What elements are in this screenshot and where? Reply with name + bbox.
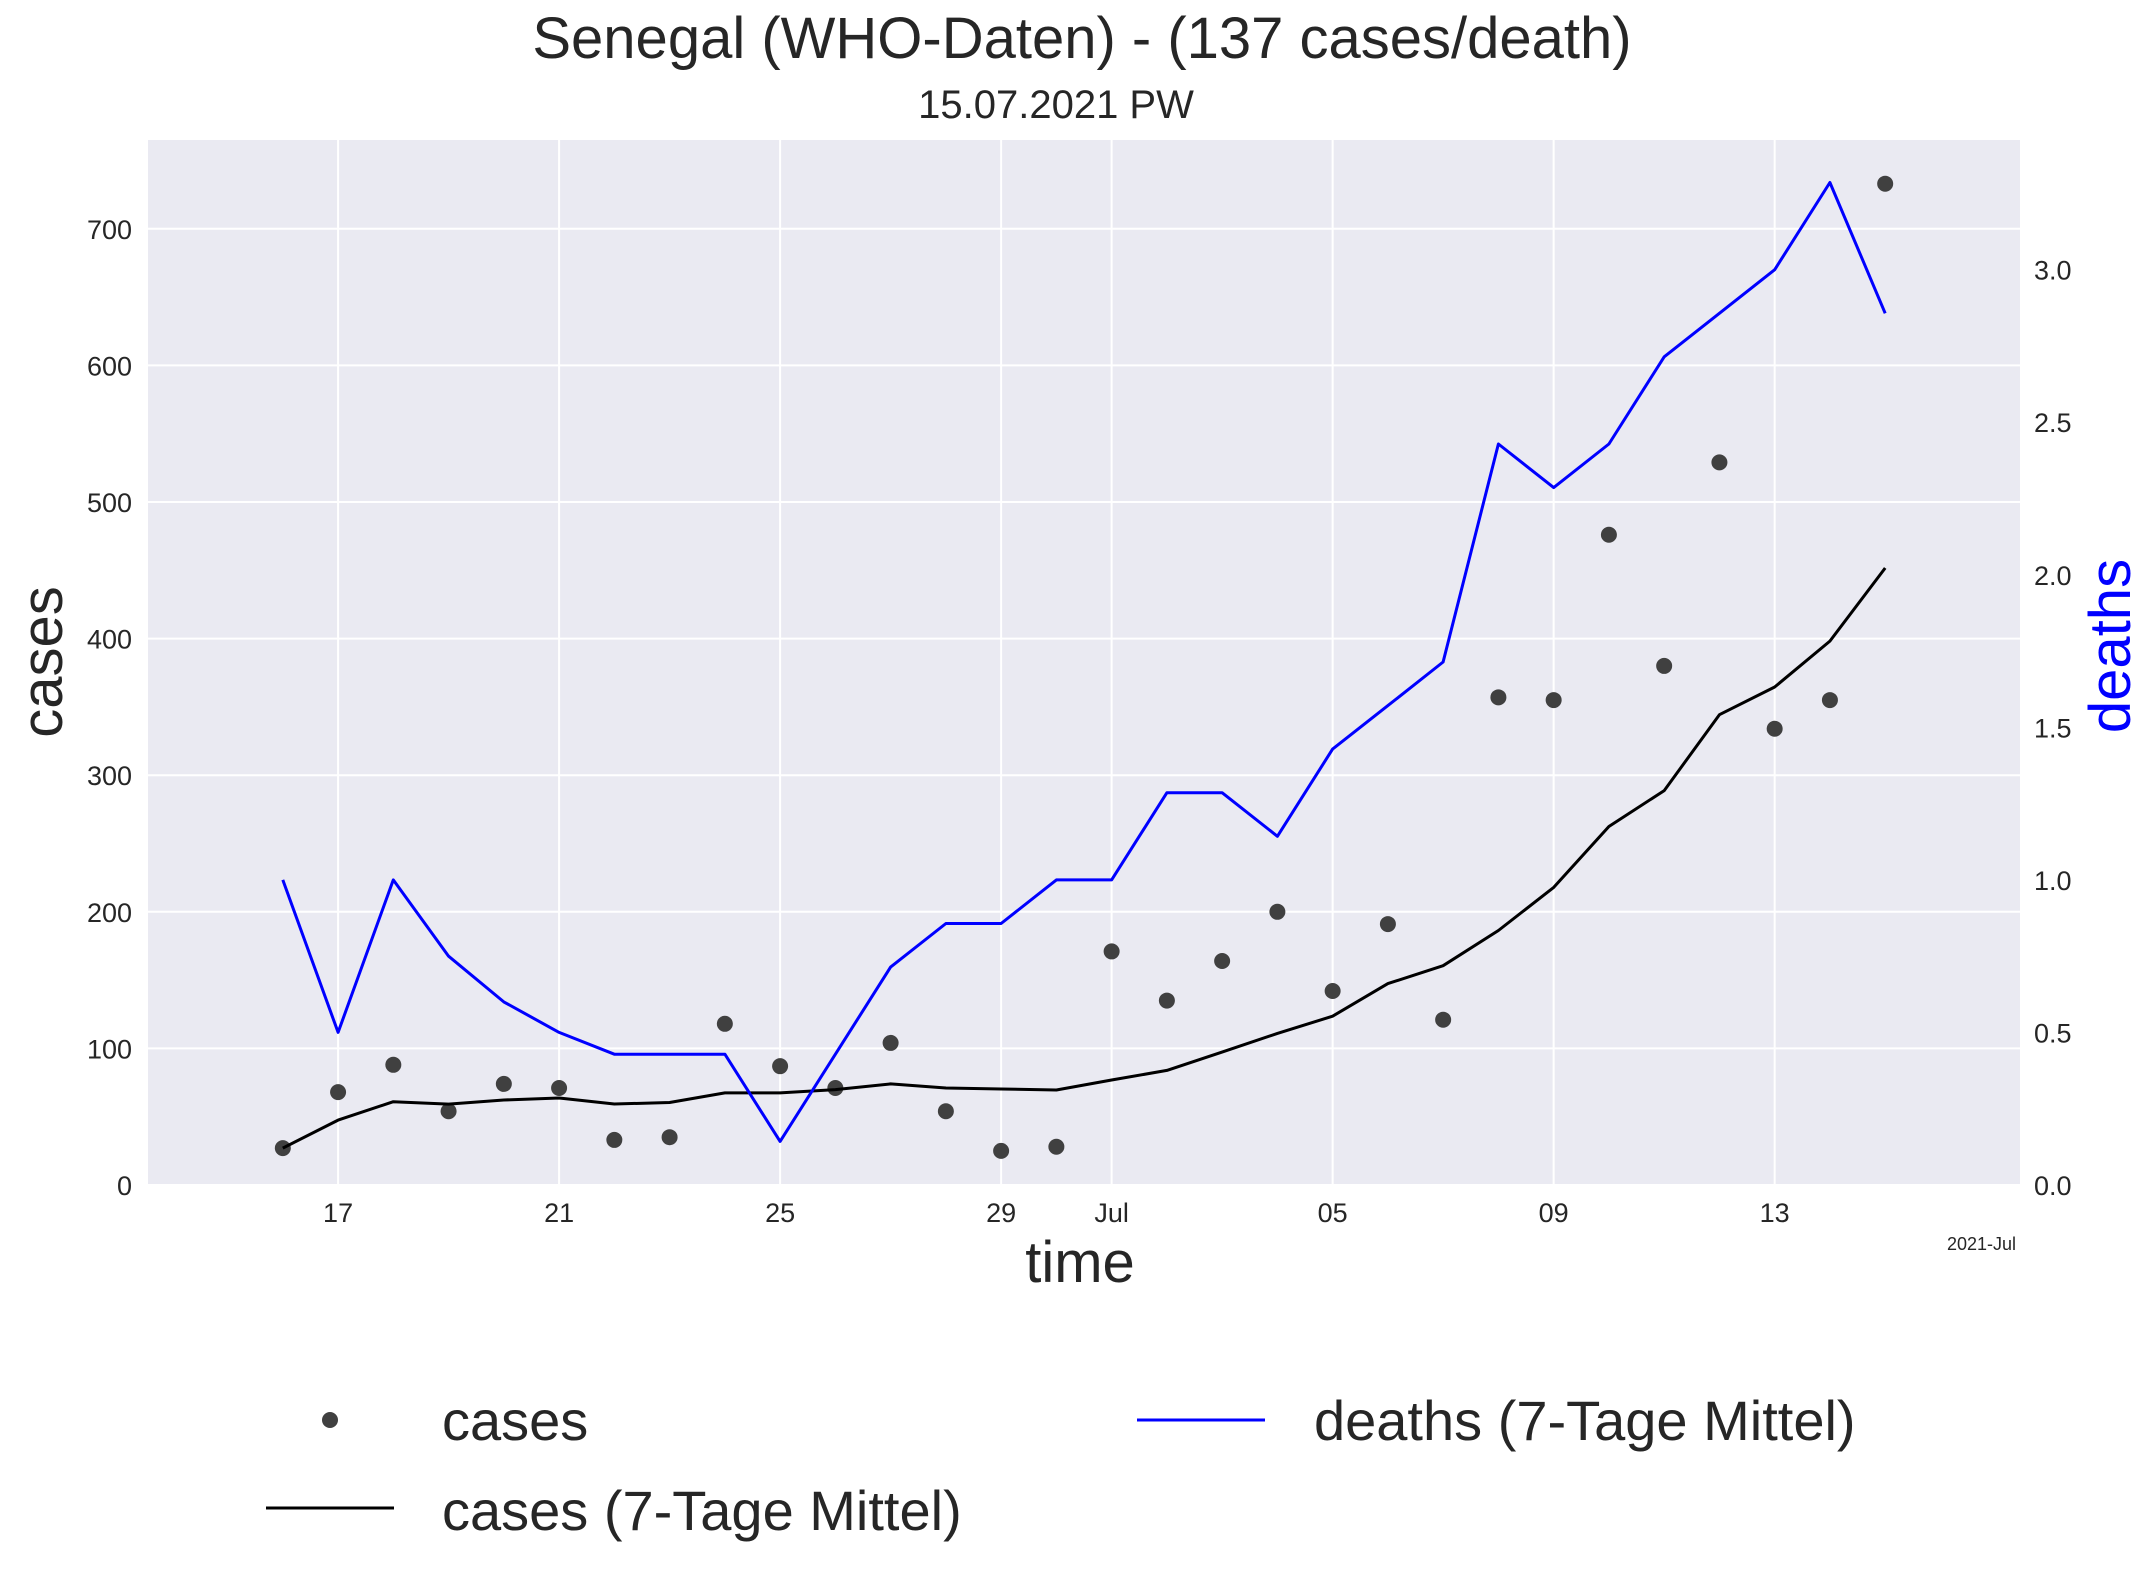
point-cases xyxy=(330,1084,347,1101)
point-cases xyxy=(1490,689,1507,706)
point-cases xyxy=(1048,1138,1065,1155)
point-cases xyxy=(1158,992,1175,1009)
y-tick-label-left: 700 xyxy=(87,215,132,245)
y-axis-label-left: cases xyxy=(10,586,75,738)
y-tick-label-right: 1.0 xyxy=(2034,866,2072,896)
point-cases xyxy=(1324,983,1341,1000)
x-tick-label: 21 xyxy=(544,1198,574,1228)
point-cases xyxy=(495,1075,512,1092)
point-cases xyxy=(1766,720,1783,737)
x-offset-label: 2021-Jul xyxy=(1947,1234,2016,1254)
point-cases xyxy=(1545,692,1562,709)
x-tick-label: 17 xyxy=(323,1198,353,1228)
plot-area xyxy=(148,140,2020,1185)
point-cases xyxy=(1214,952,1231,969)
point-cases xyxy=(1379,916,1396,933)
point-cases xyxy=(1269,903,1286,920)
series-layer xyxy=(274,175,1894,1159)
x-tick-label: 05 xyxy=(1318,1198,1348,1228)
line-cases-7-tage-mittel xyxy=(282,567,1887,1150)
y-tick-label-left: 300 xyxy=(87,761,132,791)
legend-label-deaths-avg: deaths (7-Tage Mittel) xyxy=(1314,1389,1856,1452)
y-axis-left-ticks: 0 100 200 300 400 500 600 700 xyxy=(87,215,132,1201)
y-tick-label-right: 2.5 xyxy=(2034,408,2072,438)
y-gridlines xyxy=(148,227,2020,1186)
y-tick-label-left: 600 xyxy=(87,351,132,381)
line-deaths-7-tage-mittel xyxy=(281,181,1887,1143)
point-cases xyxy=(772,1058,789,1075)
y-tick-label-right: 1.5 xyxy=(2034,713,2072,743)
point-cases xyxy=(1435,1011,1452,1028)
point-cases xyxy=(1877,175,1894,192)
chart-subtitle: 15.07.2021 PW xyxy=(918,83,1194,127)
y-tick-label-right: 0.5 xyxy=(2034,1018,2072,1048)
point-cases xyxy=(440,1103,457,1120)
x-tick-label: 25 xyxy=(765,1198,795,1228)
y-tick-label-left: 100 xyxy=(87,1034,132,1064)
point-cases xyxy=(1821,692,1838,709)
chart-title: Senegal (WHO-Daten) - (137 cases/death) xyxy=(532,6,1631,71)
legend-marker-cases xyxy=(322,1412,338,1428)
point-cases xyxy=(661,1129,678,1146)
point-cases xyxy=(937,1103,954,1120)
point-cases xyxy=(551,1080,568,1097)
y-tick-label-left: 500 xyxy=(87,488,132,518)
x-gridlines xyxy=(337,140,1776,1185)
x-tick-label: 29 xyxy=(986,1198,1016,1228)
point-cases xyxy=(1656,657,1673,674)
y-axis-label-right: deaths xyxy=(2078,559,2143,733)
x-tick-label: 13 xyxy=(1760,1198,1790,1228)
y-tick-label-left: 200 xyxy=(87,898,132,928)
point-cases xyxy=(385,1056,402,1073)
legend: cases cases (7-Tage Mittel) deaths (7-Ta… xyxy=(266,1389,1856,1542)
x-tick-label: Jul xyxy=(1094,1198,1129,1228)
point-cases xyxy=(606,1131,623,1148)
y-tick-label-left: 400 xyxy=(87,625,132,655)
point-cases xyxy=(827,1080,844,1097)
y-tick-label-right: 3.0 xyxy=(2034,256,2072,286)
y-tick-label-right: 0.0 xyxy=(2034,1171,2072,1201)
point-cases xyxy=(1103,943,1120,960)
legend-label-cases-avg: cases (7-Tage Mittel) xyxy=(442,1479,962,1542)
x-tick-label: 09 xyxy=(1539,1198,1569,1228)
x-axis-label: time xyxy=(1025,1230,1135,1295)
y-tick-label-right: 2.0 xyxy=(2034,561,2072,591)
x-axis-ticks: 17 21 25 29 Jul 05 09 13 xyxy=(323,1198,1790,1228)
point-cases xyxy=(993,1142,1010,1159)
point-cases xyxy=(1600,526,1617,543)
legend-label-cases: cases xyxy=(442,1389,588,1452)
y-tick-label-left: 0 xyxy=(117,1171,132,1201)
point-cases xyxy=(882,1034,899,1051)
point-cases xyxy=(716,1015,733,1032)
y-axis-right-ticks: 0.0 0.5 1.0 1.5 2.0 2.5 3.0 xyxy=(2034,256,2072,1201)
point-cases xyxy=(1711,454,1728,471)
